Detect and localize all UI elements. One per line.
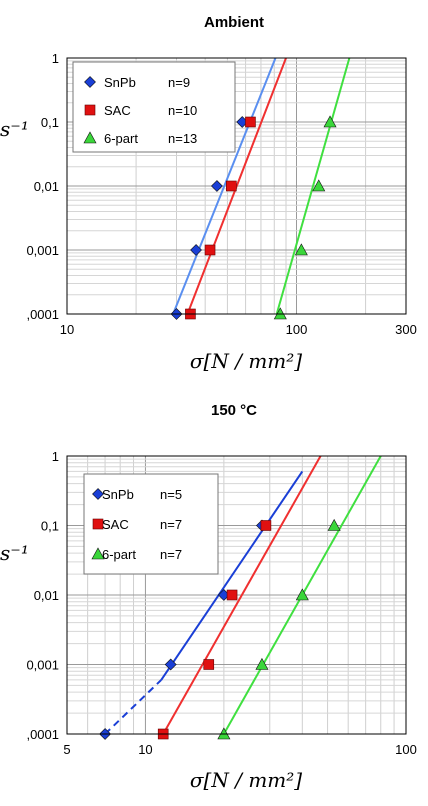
data-point-6-part — [295, 588, 309, 601]
data-point-snpb — [210, 180, 223, 192]
x-axis-label: σ[N / mm²] — [190, 768, 302, 792]
legend-label: 6-part — [104, 131, 138, 146]
fit-line-snpb — [160, 470, 304, 681]
y-tick-label: 0,01 — [34, 179, 59, 194]
y-tick-label: 0,001 — [26, 658, 59, 673]
x-tick-label: 10 — [60, 322, 74, 337]
legend-marker-snpb — [92, 488, 104, 500]
legend-box — [72, 61, 236, 153]
legend-count: n=13 — [168, 131, 197, 146]
data-point-sac — [226, 180, 237, 192]
data-markers — [99, 518, 341, 740]
legend-marker-sac — [84, 104, 96, 116]
legend-count: n=5 — [160, 487, 182, 502]
y-tick-label: 1 — [52, 449, 59, 464]
legend-count: n=7 — [160, 547, 182, 562]
data-point-sac — [226, 589, 238, 601]
y-axis-label-fragment: s⁻¹ — [0, 541, 29, 565]
legend-count: n=9 — [168, 75, 190, 90]
data-point-6-part — [294, 243, 308, 256]
data-point-sac — [260, 520, 272, 531]
y-axis-label-fragment: s⁻¹ — [0, 117, 29, 141]
data-point-6-part — [255, 657, 269, 670]
data-point-sac — [245, 116, 256, 128]
plot-frame — [66, 455, 407, 735]
extrapolation-line-snpb — [104, 679, 162, 735]
x-tick-label: 100 — [395, 742, 417, 757]
legend: SnPb n=9 SAC n=10 6-part n=13 — [72, 61, 236, 153]
chart-title: 150 °C — [211, 402, 257, 419]
fit-lines — [104, 455, 382, 735]
fit-line-sac — [186, 57, 287, 315]
x-tick-label: 100 — [286, 322, 308, 337]
x-tick-label: 300 — [395, 322, 417, 337]
legend-box — [83, 473, 219, 575]
legend-count: n=7 — [160, 517, 182, 532]
legend-label: 6-part — [102, 547, 136, 562]
x-tick-label: 5 — [63, 742, 70, 757]
y-tick-label: 0,01 — [34, 588, 59, 603]
data-point-sac — [204, 244, 216, 256]
fit-line-snpb — [172, 57, 277, 315]
data-point-6-part — [327, 518, 341, 531]
plot-frame — [66, 57, 407, 315]
tick-labels: 5 10 100 ,0001 0,001 0,01 0,1 1 — [26, 449, 416, 757]
legend-label: SnPb — [102, 487, 134, 502]
y-tick-label: 0,1 — [41, 519, 59, 534]
tick-labels: 10 100 300 ,0001 0,001 0,01 0,1 1 — [26, 51, 416, 337]
y-tick-label: 0,1 — [41, 115, 59, 130]
fit-lines — [172, 57, 351, 315]
legend-marker-snpb — [84, 76, 96, 88]
data-point-6-part — [312, 179, 326, 192]
data-point-snpb — [190, 244, 202, 256]
y-tick-label: ,0001 — [26, 727, 59, 742]
y-tick-label: 1 — [52, 51, 59, 66]
fit-line-sac — [162, 455, 322, 735]
data-point-6-part — [323, 115, 337, 128]
legend-label: SnPb — [104, 75, 136, 90]
x-axis-label: σ[N / mm²] — [190, 349, 302, 373]
y-tick-label: ,0001 — [26, 307, 59, 322]
legend-count: n=10 — [168, 103, 197, 118]
legend: SnPb n=5 SAC n=7 6-part n=7 — [83, 473, 219, 575]
legend-marker-sac — [92, 518, 104, 530]
fit-line-6-part — [275, 57, 351, 315]
data-point-snpb — [164, 658, 177, 671]
legend-marker-6-part — [91, 547, 105, 560]
x-tick-label: 10 — [138, 742, 152, 757]
data-point-sac — [203, 659, 215, 670]
chart-ambient: Ambient 10 100 300 ,0001 0,001 0,01 0,1 1 SnPb n… — [0, 14, 417, 373]
chart-title: Ambient — [204, 14, 264, 31]
legend-marker-6-part — [83, 131, 97, 144]
legend-label: SAC — [104, 103, 131, 118]
legend-label: SAC — [102, 517, 129, 532]
y-tick-label: 0,001 — [26, 243, 59, 258]
